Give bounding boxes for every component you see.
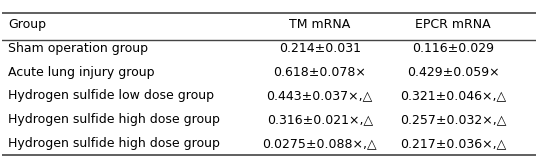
- Text: Hydrogen sulfide high dose group: Hydrogen sulfide high dose group: [9, 113, 221, 126]
- Text: 0.321±0.046×,△: 0.321±0.046×,△: [400, 89, 506, 103]
- Text: Hydrogen sulfide high dose group: Hydrogen sulfide high dose group: [9, 137, 221, 150]
- Text: EPCR mRNA: EPCR mRNA: [415, 18, 491, 31]
- Text: 0.429±0.059×: 0.429±0.059×: [407, 66, 499, 79]
- Text: Acute lung injury group: Acute lung injury group: [9, 66, 155, 79]
- Text: 0.443±0.037×,△: 0.443±0.037×,△: [267, 89, 373, 103]
- Text: 0.214±0.031: 0.214±0.031: [279, 42, 360, 55]
- Text: 0.0275±0.088×,△: 0.0275±0.088×,△: [263, 137, 377, 150]
- Text: 0.618±0.078×: 0.618±0.078×: [273, 66, 366, 79]
- Text: Sham operation group: Sham operation group: [9, 42, 148, 55]
- Text: 0.217±0.036×,△: 0.217±0.036×,△: [400, 137, 506, 150]
- Text: Hydrogen sulfide low dose group: Hydrogen sulfide low dose group: [9, 89, 215, 103]
- Text: TM mRNA: TM mRNA: [289, 18, 350, 31]
- Text: 0.257±0.032×,△: 0.257±0.032×,△: [400, 113, 506, 126]
- Text: 0.116±0.029: 0.116±0.029: [412, 42, 494, 55]
- Text: Group: Group: [9, 18, 46, 31]
- Text: 0.316±0.021×,△: 0.316±0.021×,△: [267, 113, 373, 126]
